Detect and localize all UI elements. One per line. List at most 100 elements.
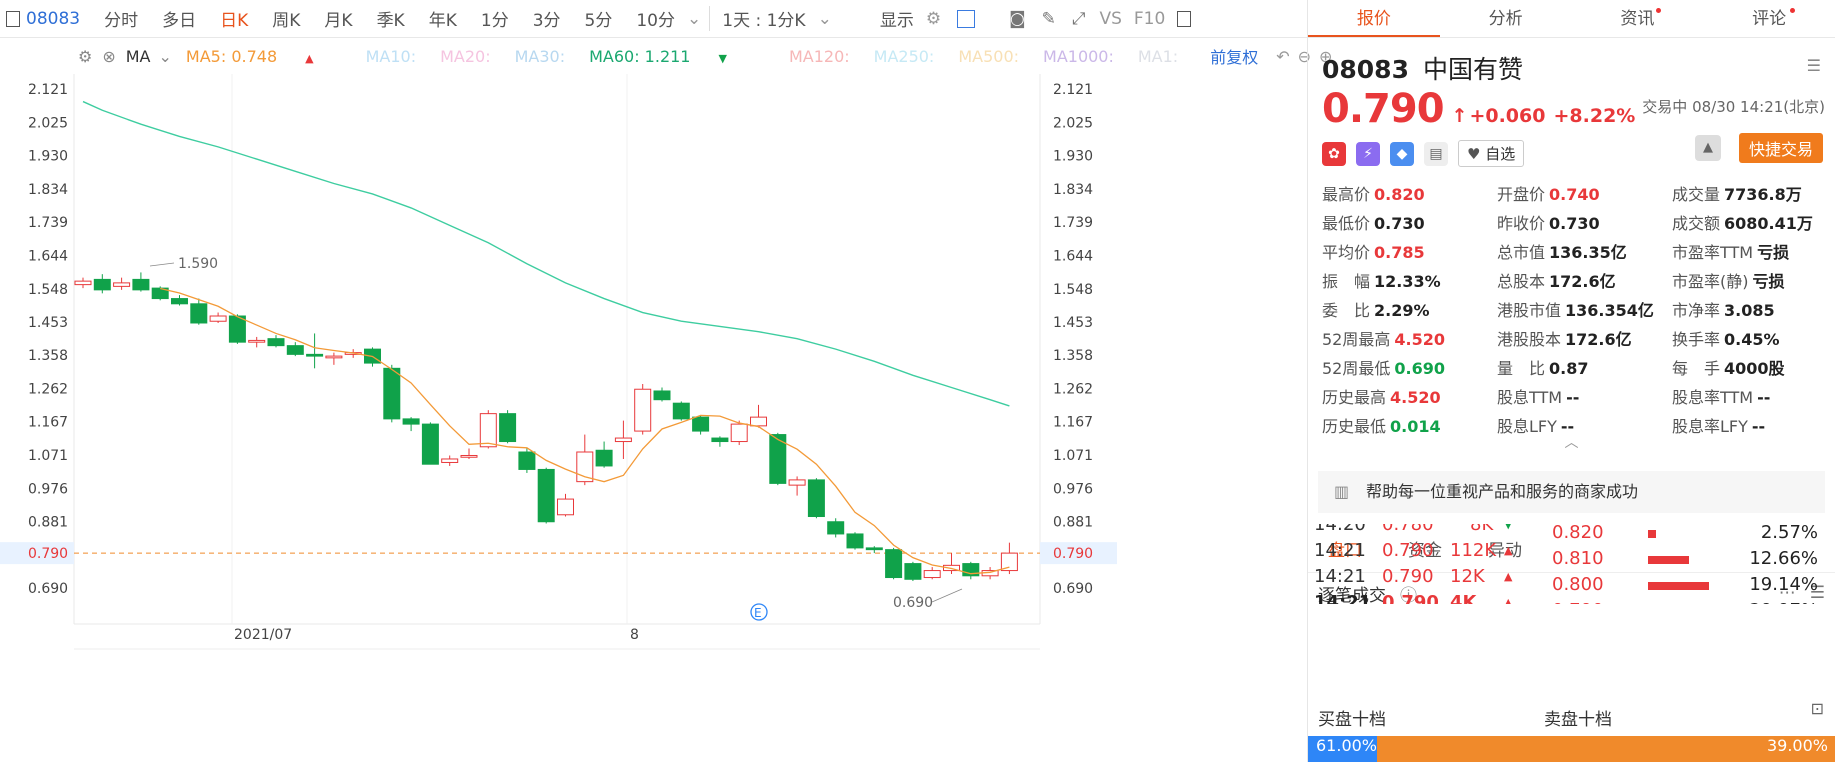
quote-field: 港股市值 136.354亿 <box>1497 297 1672 321</box>
quote-value: 亏损 <box>1752 272 1785 291</box>
chevron-down-icon[interactable]: ⌄ <box>687 8 702 29</box>
vs-button[interactable]: VS <box>1099 8 1122 29</box>
x-tick: 2021/07 <box>234 627 292 643</box>
tick-list[interactable]: 14:20 0.780 8K ▼ 14:21 0.790 112K ▲ 14:21 0.790 12… <box>1308 524 1835 604</box>
period-tab[interactable]: 3分 <box>532 11 561 31</box>
period-tab[interactable]: 分时 <box>104 11 139 31</box>
ma120-value: MA120: <box>788 46 850 66</box>
candle-body <box>595 449 613 467</box>
tab-movement[interactable]: 异动 <box>1488 541 1522 561</box>
depth-price: 0.800 <box>1552 574 1604 595</box>
tab-analysis[interactable]: 分析 <box>1488 9 1523 29</box>
y-tick-right: 1.071 <box>1053 448 1093 464</box>
quote-grid: 最高价 0.820 开盘价 0.740 成交量 7736.8万 最低价 0.730 昨收价 0.7… <box>1308 175 1835 437</box>
period-tab[interactable]: 1分 <box>480 11 509 31</box>
chevron-down-icon[interactable]: ⌄ <box>158 46 172 66</box>
list-icon[interactable]: ☰ <box>1809 583 1825 603</box>
period-select[interactable]: 1天 : 1分K <box>709 6 817 31</box>
up-arrow-icon: ▲ <box>1504 570 1513 583</box>
lightning-icon[interactable]: ⚡ <box>1356 141 1380 166</box>
quote-label: 每 手 <box>1672 359 1721 378</box>
quote-label: 52周最低 <box>1322 359 1391 378</box>
camera-icon[interactable]: ◙ <box>1009 8 1026 29</box>
low-pointer <box>931 588 963 603</box>
chevron-down-icon[interactable]: ⌄ <box>817 8 832 29</box>
period-tab[interactable]: 季K <box>376 11 405 31</box>
buy-pct: 61.00% <box>1316 736 1378 755</box>
menu-icon[interactable]: ☰ <box>1806 56 1821 75</box>
stock-code: 08083 <box>26 8 81 29</box>
adjust-button[interactable]: 前复权 <box>1210 48 1259 67</box>
candle-body <box>653 390 671 401</box>
period-tab[interactable]: 10分 <box>636 11 675 31</box>
quote-label: 最低价 <box>1322 214 1371 233</box>
quote-field: 市盈率(静) 亏损 <box>1672 268 1835 292</box>
quote-value: -- <box>1566 388 1580 407</box>
fullscreen-icon[interactable]: ⤢ <box>1071 8 1086 29</box>
period-tab[interactable]: 月K <box>324 11 353 31</box>
up-arrow-icon: ▲ <box>1504 544 1513 557</box>
quote-field: 每 手 4000股 <box>1672 355 1835 379</box>
period-tab[interactable]: 周K <box>272 11 301 31</box>
candle-body <box>557 498 574 516</box>
notification-dot <box>1656 8 1662 13</box>
tab-orderbook[interactable]: 盘口 <box>1328 541 1362 561</box>
tab-news[interactable]: 资讯 <box>1572 0 1704 37</box>
y-tick-left: 0.881 <box>28 514 68 530</box>
quote-value: 0.87 <box>1549 359 1589 378</box>
ma1-value: MA1: <box>1137 46 1179 66</box>
candle-body <box>750 416 767 427</box>
quick-trade-button[interactable]: 快捷交易 <box>1738 133 1823 163</box>
quote-value: 4.520 <box>1390 388 1441 407</box>
tick-header: 逐笔成交 ⓘ ⋯ ☰ <box>1308 573 1835 613</box>
stock-header: 08083 中国有赞 ☰ 0.790 ↑ +0.060 +8.22% <box>1308 38 1835 132</box>
candle-body <box>730 423 748 443</box>
period-tab[interactable]: 多日 <box>162 11 197 31</box>
pencil-icon[interactable]: ✎ <box>1041 8 1056 29</box>
sidebar-toggle-icon[interactable] <box>6 10 20 27</box>
undo-icon[interactable]: ↶ <box>1276 46 1290 66</box>
y-tick-left: 1.644 <box>28 248 68 264</box>
bell-icon[interactable]: ▲ <box>1695 135 1721 161</box>
promo-banner[interactable]: ▥ 帮助每一位重视产品和服务的商家成功 <box>1318 471 1825 513</box>
gear-icon[interactable]: ⚙ <box>925 8 942 29</box>
quote-field: 总股本 172.6亿 <box>1497 268 1672 292</box>
quote-label: 市净率 <box>1672 301 1721 320</box>
quote-field: 股息LFY -- <box>1497 413 1672 437</box>
more-icon[interactable]: ⋯ <box>1778 583 1796 603</box>
kline-chart[interactable]: 2.121 2.121 2.025 2.025 1.930 1.930 1.834 1.834… <box>0 64 1307 762</box>
display-menu[interactable]: 显示 <box>879 11 914 31</box>
stock-name: 中国有赞 <box>1422 55 1523 84</box>
tag-icon[interactable]: ◆ <box>1390 141 1414 166</box>
f10-button[interactable]: F10 <box>1133 8 1166 29</box>
ma-label[interactable]: MA <box>125 46 151 66</box>
period-tab[interactable]: 日K <box>220 11 249 31</box>
color-square-icon[interactable] <box>957 9 976 28</box>
tab-capital[interactable]: 资金 <box>1408 541 1442 561</box>
quote-field: 52周最低 0.690 <box>1322 355 1497 379</box>
note-icon[interactable]: ▤ <box>1424 141 1448 166</box>
close-icon[interactable]: ⊗ <box>102 46 116 66</box>
candle-body <box>827 521 845 535</box>
zoom-in-icon[interactable]: ⊕ <box>1319 46 1333 66</box>
quote-label: 港股股本 <box>1497 330 1562 349</box>
gear-icon[interactable]: ⚙ <box>78 46 93 66</box>
collapse-chevron-icon[interactable]: ︿ <box>1564 435 1579 451</box>
info-icon[interactable]: ⓘ <box>1400 585 1417 606</box>
y-tick-left: 0.790 <box>28 546 68 562</box>
kline-svg[interactable]: 2.121 2.121 2.025 2.025 1.930 1.930 1.834 1.834… <box>0 64 1307 762</box>
tab-quote[interactable]: 报价 <box>1308 0 1440 37</box>
period-tab[interactable]: 5分 <box>584 11 613 31</box>
y-tick-right: 1.358 <box>1053 348 1093 364</box>
panel-toggle-icon[interactable] <box>1177 10 1192 27</box>
hk-flag-icon[interactable]: ✿ <box>1322 141 1346 166</box>
quote-label: 股息TTM <box>1497 388 1563 407</box>
y-tick-left: 0.690 <box>28 581 68 597</box>
add-watchlist-button[interactable]: ♥ 自选 <box>1458 140 1525 167</box>
calc-icon[interactable]: ⊡ <box>1810 699 1824 718</box>
quote-value: 4000股 <box>1724 359 1785 378</box>
period-tab[interactable]: 年K <box>428 11 457 31</box>
tick-time: 14:21 <box>1314 540 1366 561</box>
tab-comments[interactable]: 评论 <box>1703 0 1835 37</box>
candle-body <box>865 547 883 551</box>
